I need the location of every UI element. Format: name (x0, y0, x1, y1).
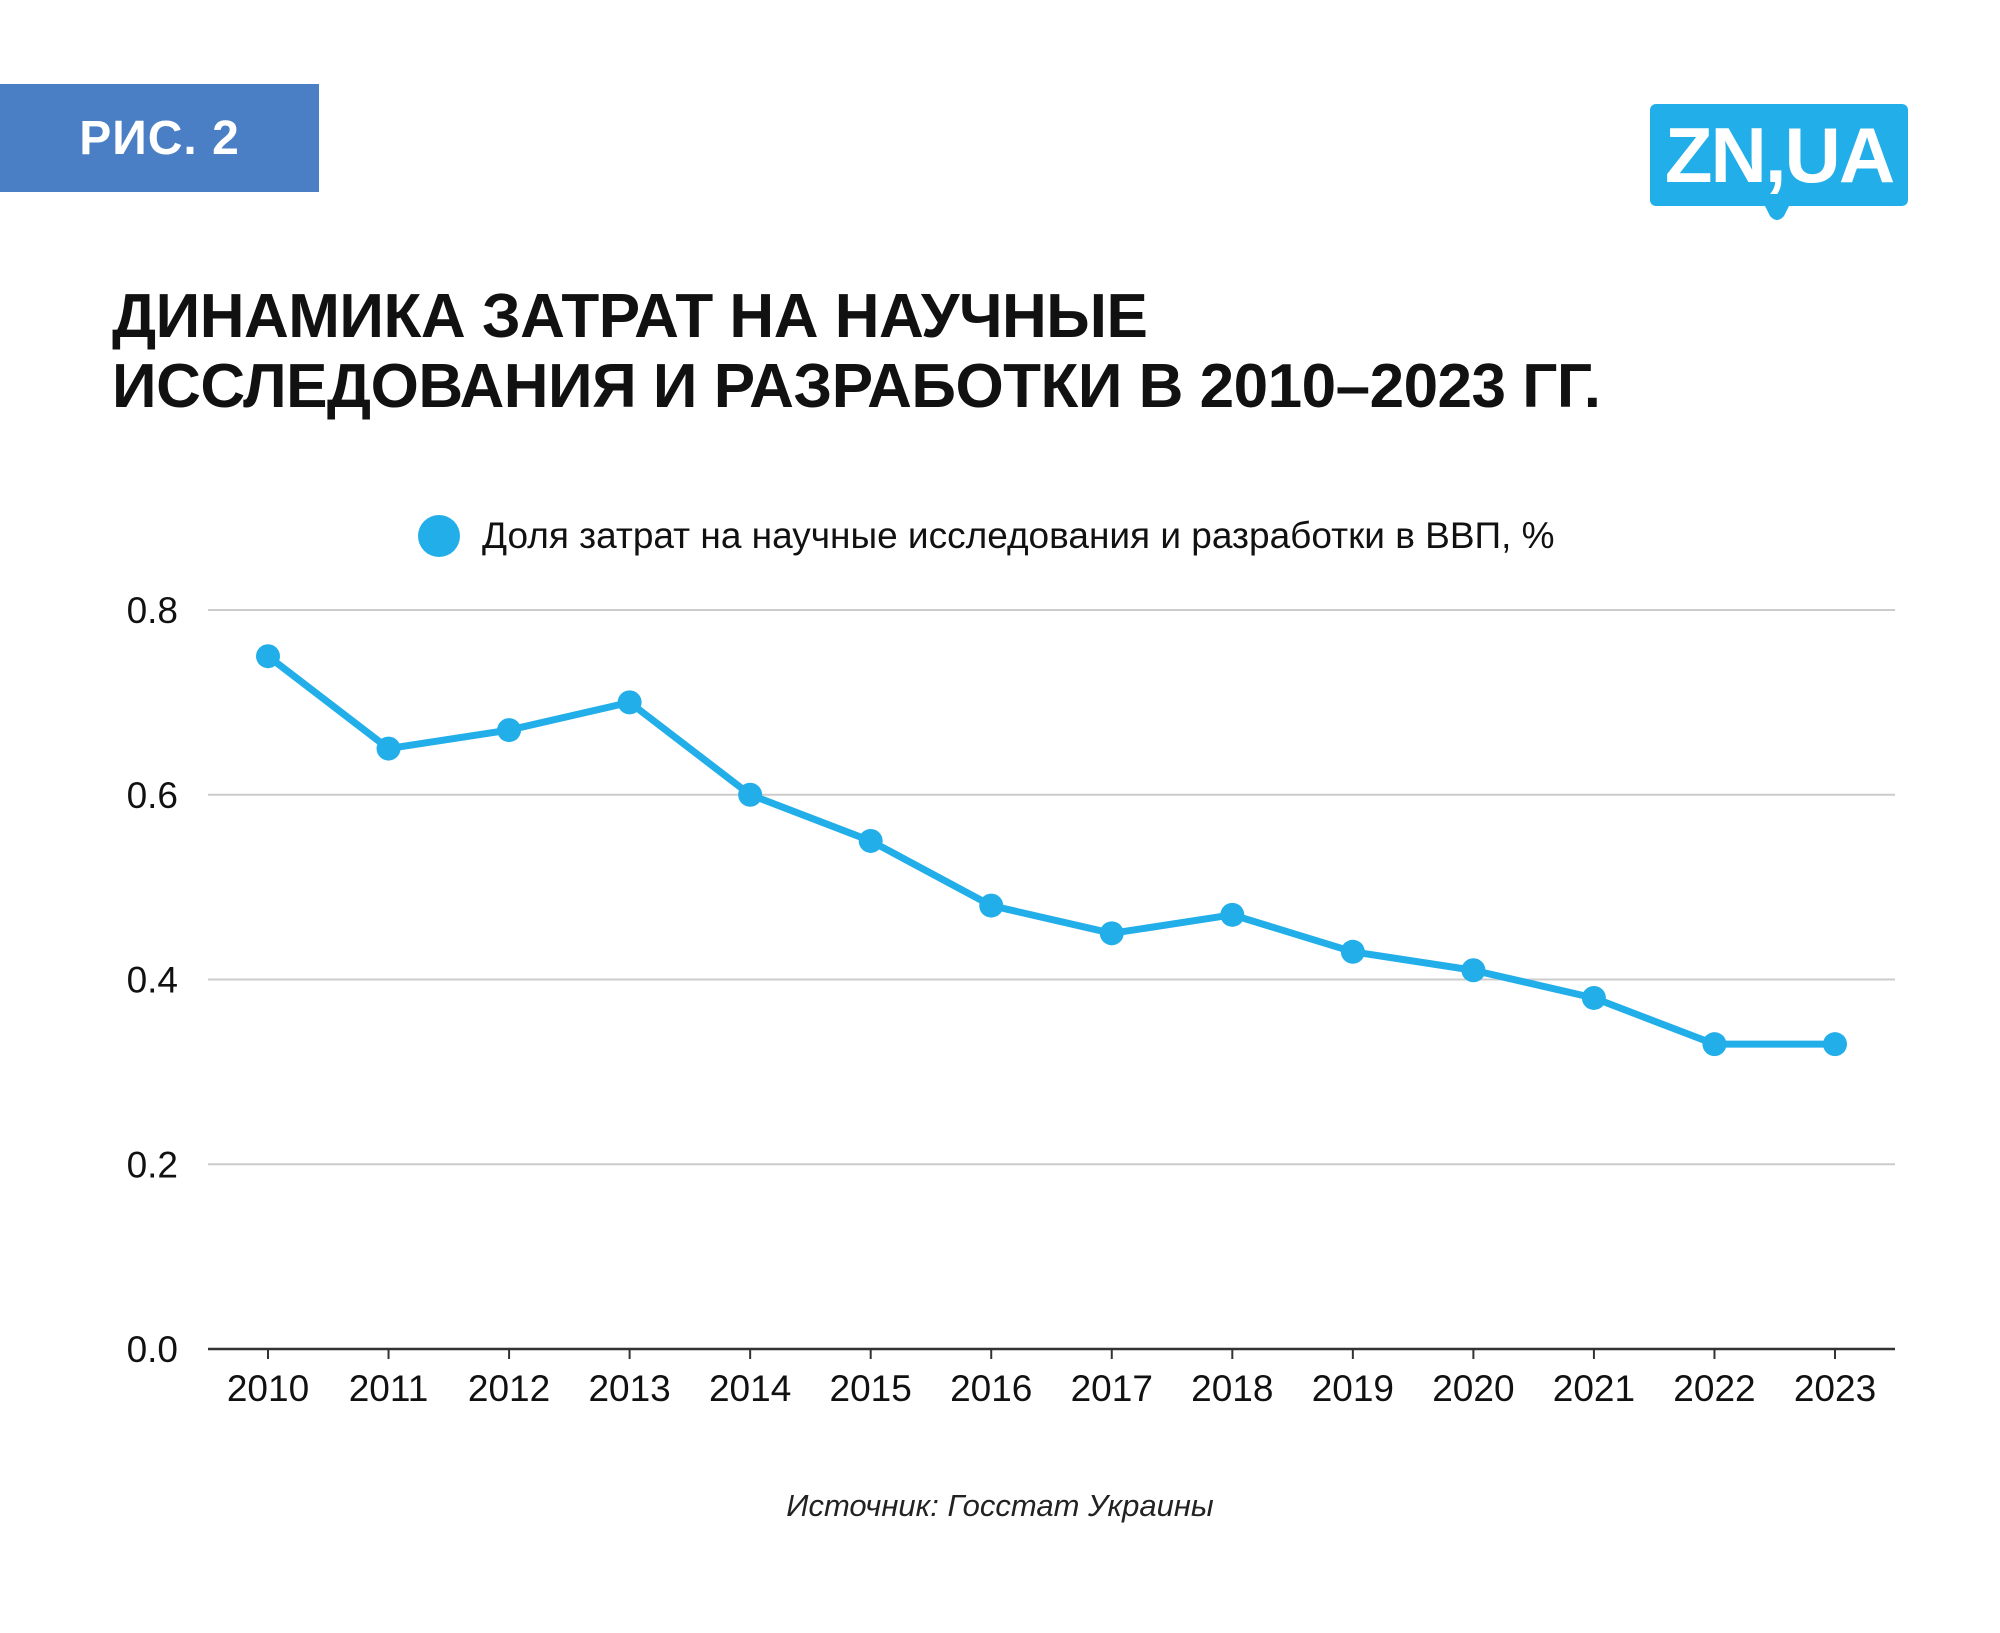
x-tick-label: 2017 (1071, 1368, 1153, 1409)
chart-title-line-2: ИССЛЕДОВАНИЯ И РАЗРАБОТКИ В 2010–2023 ГГ… (112, 352, 1601, 421)
chart-title: ДИНАМИКА ЗАТРАТ НА НАУЧНЫЕ ИССЛЕДОВАНИЯ … (112, 282, 1912, 422)
data-point (979, 893, 1004, 918)
data-point (1340, 939, 1365, 964)
x-tick-label: 2010 (227, 1368, 309, 1409)
x-tick-label: 2013 (588, 1368, 670, 1409)
y-tick-label: 0.4 (127, 960, 178, 1001)
data-point (1099, 921, 1124, 946)
series-line (264, 652, 1839, 1048)
x-tick-label: 2019 (1312, 1368, 1394, 1409)
figure-badge-label: РИС. 2 (79, 111, 240, 165)
x-tick-label: 2015 (830, 1368, 912, 1409)
y-tick-label: 0.0 (127, 1329, 178, 1370)
data-point (738, 782, 763, 807)
data-point (1823, 1032, 1847, 1057)
data-point (858, 828, 883, 853)
chart-title-line-1: ДИНАМИКА ЗАТРАТ НА НАУЧНЫЕ (112, 282, 1148, 351)
y-tick-label: 0.2 (127, 1144, 178, 1185)
x-tick-label: 2021 (1553, 1368, 1635, 1409)
data-point (376, 736, 401, 761)
data-point (1220, 902, 1245, 927)
figure-badge: РИС. 2 (0, 84, 319, 192)
data-point (617, 690, 642, 715)
x-tick-label: 2011 (349, 1368, 429, 1409)
data-point (1581, 985, 1606, 1010)
legend-label: Доля затрат на научные исследования и ра… (482, 515, 1555, 556)
x-tick-label: 2020 (1432, 1368, 1514, 1409)
data-point (1702, 1032, 1727, 1057)
legend-marker-icon (418, 515, 460, 557)
source-note: Источник: Госстат Украины (786, 1488, 1214, 1523)
logo-text: ZN,UA (1664, 110, 1895, 199)
x-tick-label: 2014 (709, 1368, 791, 1409)
x-tick-label: 2016 (950, 1368, 1032, 1409)
data-point (256, 644, 280, 669)
x-tick-label: 2018 (1191, 1368, 1273, 1409)
x-tick-label: 2023 (1794, 1368, 1876, 1409)
data-point (1461, 958, 1486, 983)
y-tick-label: 0.8 (127, 590, 178, 631)
x-tick-label: 2022 (1673, 1368, 1755, 1409)
logo-speech-tail-icon (1762, 200, 1792, 220)
data-point (497, 718, 522, 743)
chart-legend: Доля затрат на научные исследования и ра… (418, 508, 1555, 564)
zn-ua-logo[interactable]: ZN,UA (1650, 104, 1908, 206)
x-tick-label: 2012 (468, 1368, 550, 1409)
y-tick-label: 0.6 (127, 775, 178, 816)
